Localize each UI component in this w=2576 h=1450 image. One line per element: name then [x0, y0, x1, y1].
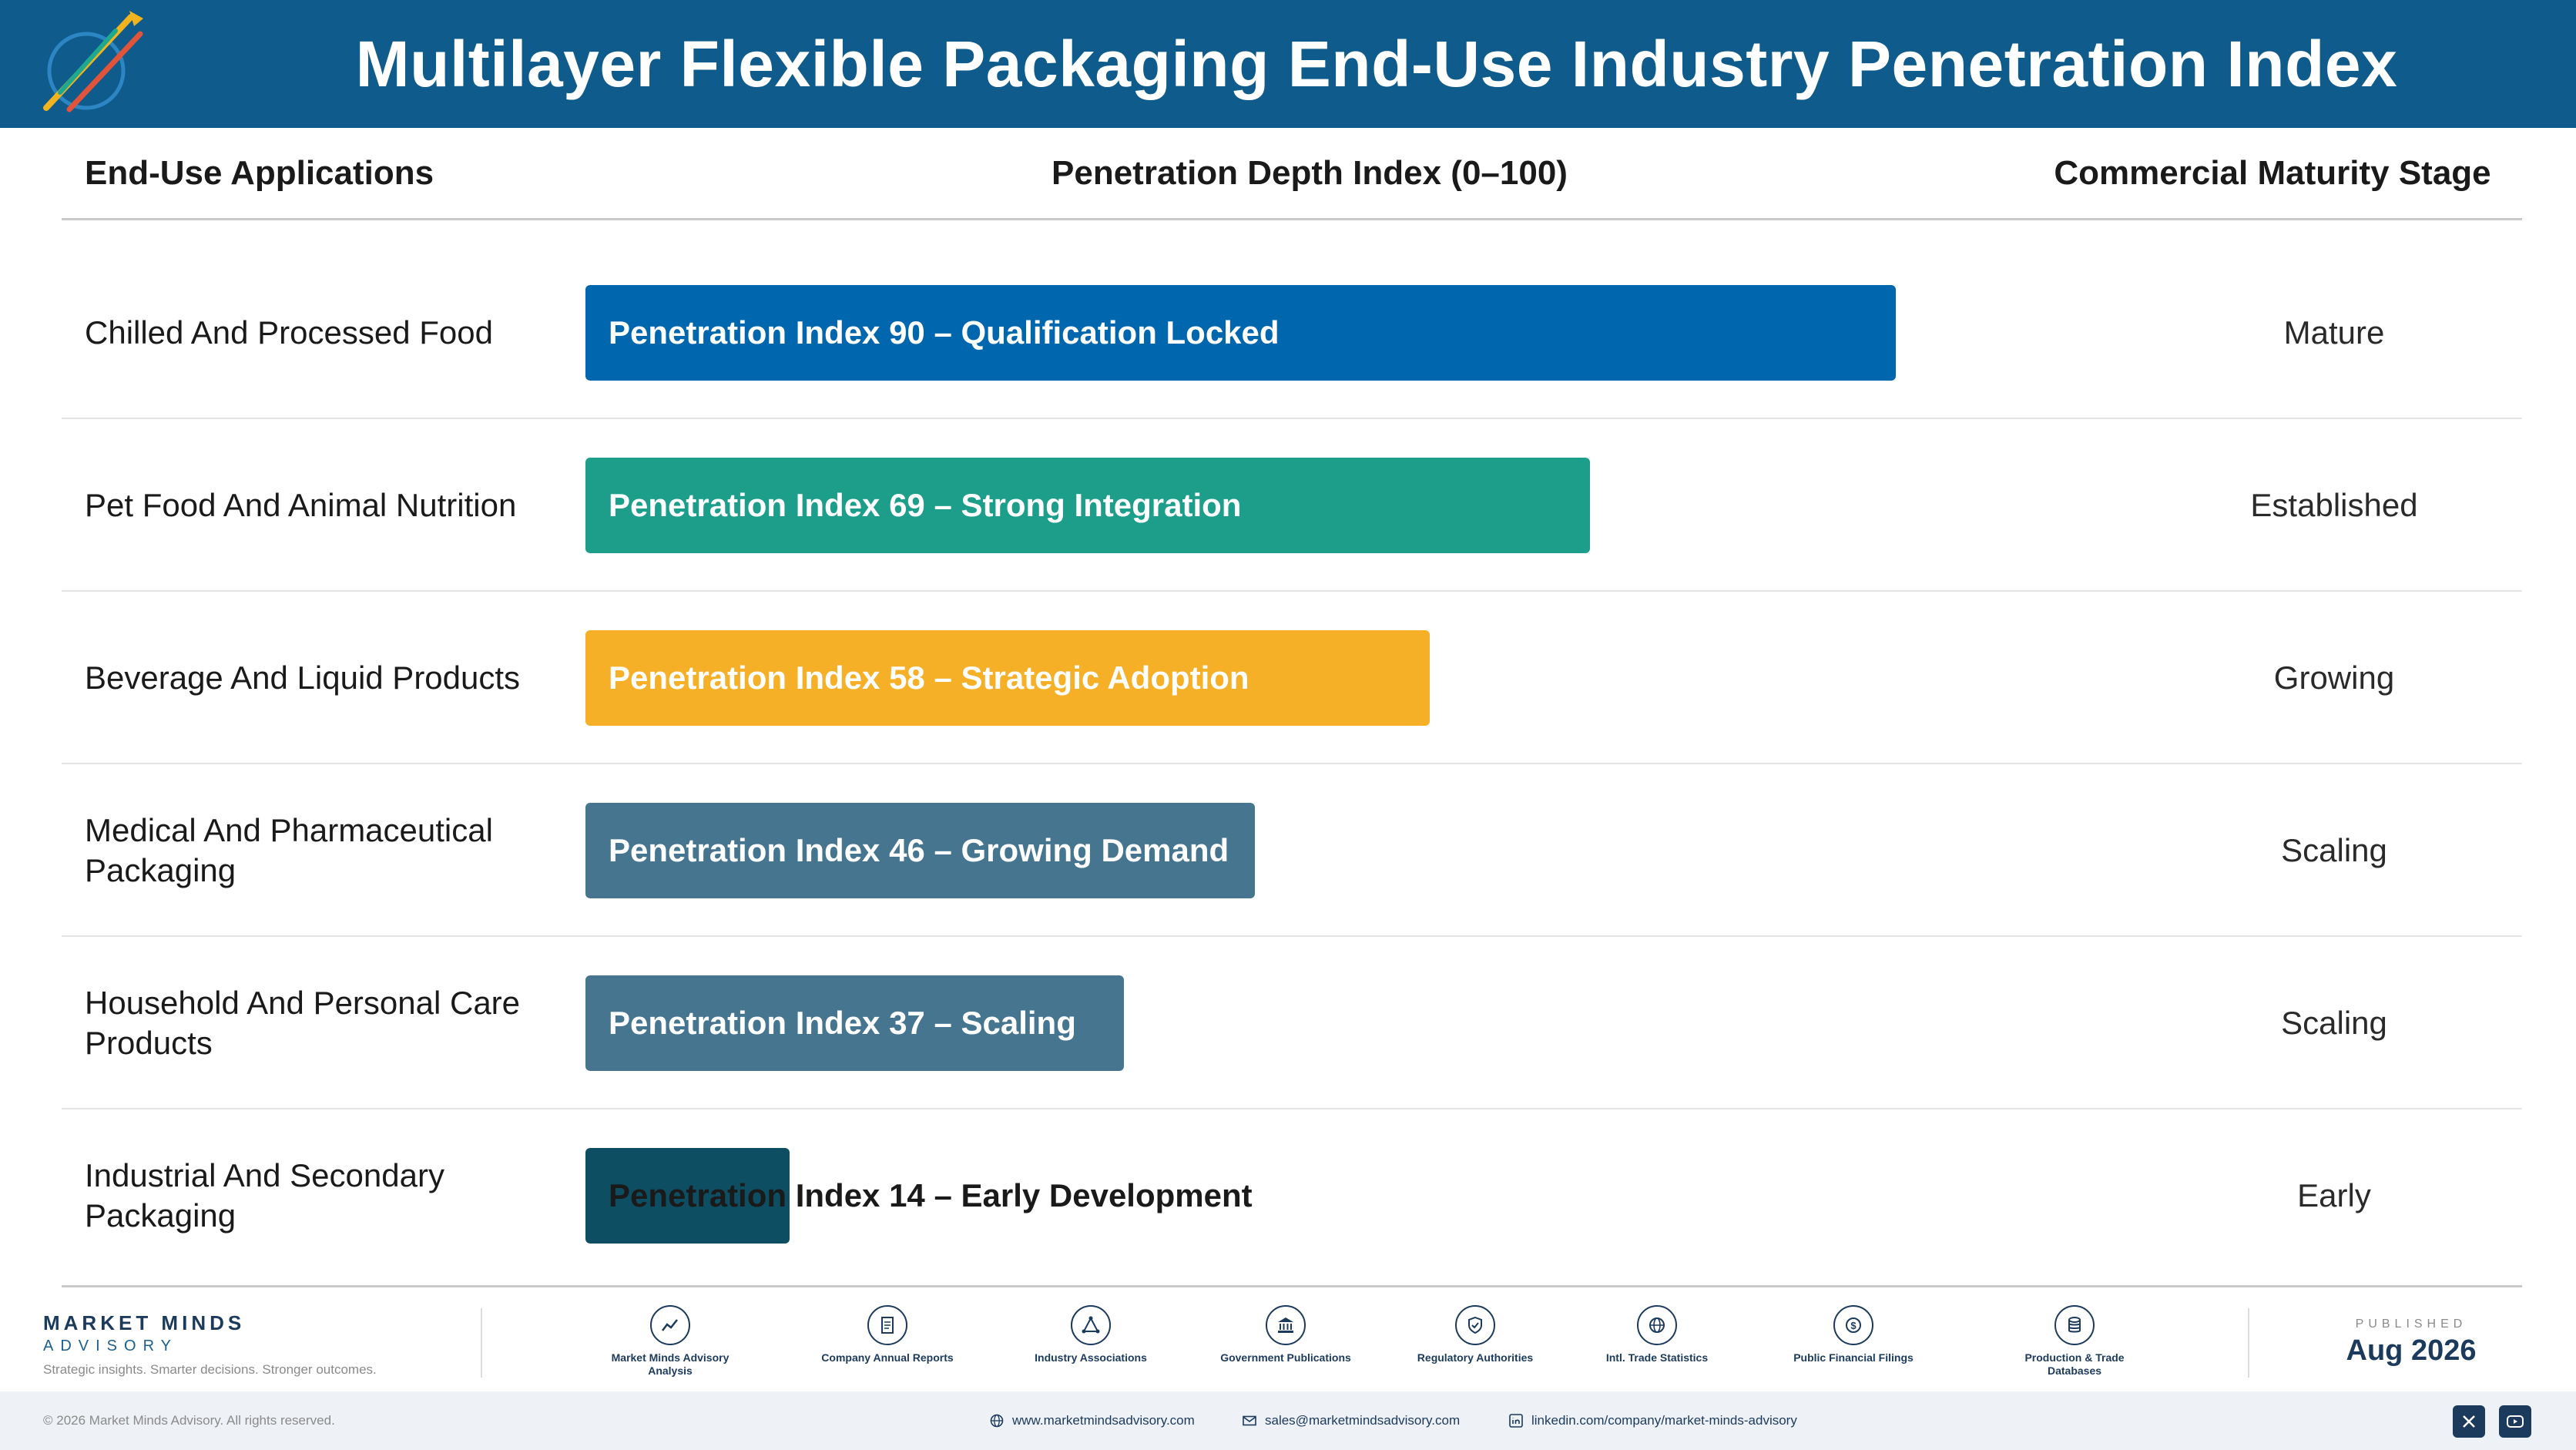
page-title: Multilayer Flexible Packaging End-Use In… [355, 28, 2398, 100]
source-label: Regulatory Authorities [1417, 1351, 1534, 1364]
penetration-bar [585, 458, 1591, 553]
source-databases: Production & Trade Databases [1997, 1305, 2152, 1378]
column-header-stage: Commercial Maturity Stage [2054, 154, 2491, 192]
source-regulatory: Regulatory Authorities [1398, 1305, 1552, 1364]
chart-row: Chilled And Processed Food Penetration In… [62, 247, 2522, 419]
linkedin-icon [1509, 1414, 1523, 1428]
header-divider [62, 218, 2522, 220]
globe-icon [1637, 1305, 1677, 1345]
chart-line-icon [650, 1305, 690, 1345]
source-trade-statistics: Intl. Trade Statistics [1580, 1305, 1734, 1364]
category-label: Pet Food And Animal Nutrition [85, 487, 517, 523]
source-annual-reports: Company Annual Reports [810, 1305, 964, 1364]
brand-tagline: Strategic insights. Smarter decisions. S… [43, 1362, 377, 1377]
x-icon [2463, 1415, 2475, 1428]
bar-label: Penetration Index 69 – Strong Integratio… [609, 487, 1242, 523]
logo-icon [43, 11, 143, 112]
website-text: www.marketmindsadvisory.com [1012, 1413, 1195, 1428]
bottom-bar: © 2026 Market Minds Advisory. All rights… [0, 1391, 2576, 1450]
source-government: Government Publications [1209, 1305, 1363, 1364]
source-label: Public Financial Filings [1793, 1351, 1914, 1364]
linkedin-text: linkedin.com/company/market-minds-adviso… [1531, 1413, 1797, 1428]
source-associations: Industry Associations [1014, 1305, 1168, 1364]
maturity-stage: Early [2297, 1177, 2371, 1213]
maturity-stage: Mature [2283, 314, 2385, 351]
source-financial-filings: $ Public Financial Filings [1776, 1305, 1930, 1364]
category-label: Medical And Pharmaceutical Packaging [85, 812, 493, 888]
brand-name: MARKET MINDS [43, 1311, 246, 1334]
maturity-stage: Growing [2273, 660, 2395, 696]
source-label: Production & Trade Databases [2024, 1351, 2125, 1377]
bar-label: Penetration Index 14 – Early Development [609, 1177, 1253, 1213]
youtube-icon [2507, 1415, 2524, 1428]
published-label: PUBLISHED [2355, 1317, 2467, 1331]
dollar-icon: $ [1833, 1305, 1873, 1345]
website-link[interactable]: www.marketmindsadvisory.com [989, 1391, 1195, 1450]
bar-label: Penetration Index 37 – Scaling [609, 1005, 1076, 1041]
source-label: Industry Associations [1035, 1351, 1147, 1364]
bar-label: Penetration Index 90 – Qualification Loc… [609, 314, 1280, 351]
category-label: Chilled And Processed Food [85, 314, 493, 351]
source-label: Government Publications [1220, 1351, 1351, 1364]
source-market-minds: Market Minds Advisory Analysis [593, 1305, 747, 1378]
chart-row: Industrial And Secondary Packaging Penetr… [62, 1109, 2522, 1282]
document-icon [867, 1305, 907, 1345]
svg-text:$: $ [1850, 1320, 1857, 1331]
mail-icon [1243, 1415, 1256, 1426]
chart-row: Beverage And Liquid Products Penetration … [62, 592, 2522, 764]
chart-row: Pet Food And Animal Nutrition Penetration… [62, 419, 2522, 592]
row-divider [62, 590, 2522, 592]
source-label: Market Minds Advisory Analysis [611, 1351, 730, 1377]
youtube-social-button[interactable] [2499, 1405, 2531, 1438]
source-label: Company Annual Reports [821, 1351, 954, 1364]
x-social-button[interactable] [2453, 1405, 2485, 1438]
penetration-bar [585, 1148, 790, 1244]
linkedin-link[interactable]: linkedin.com/company/market-minds-adviso… [1508, 1391, 1797, 1450]
chart-row: Medical And Pharmaceutical Packaging Pene… [62, 764, 2522, 937]
maturity-stage: Established [2250, 487, 2418, 523]
maturity-stage: Scaling [2281, 1005, 2387, 1041]
penetration-bar [585, 630, 1431, 726]
column-header-index: Penetration Depth Index (0–100) [1052, 154, 1568, 192]
category-label: Beverage And Liquid Products [85, 660, 521, 696]
published-date: Aug 2026 [2346, 1334, 2477, 1367]
source-label: Intl. Trade Statistics [1605, 1351, 1709, 1364]
globe-icon [990, 1414, 1004, 1428]
email-text: sales@marketmindsadvisory.com [1265, 1413, 1461, 1428]
category-label: Industrial And Secondary Packaging [85, 1157, 444, 1234]
row-divider [62, 418, 2522, 419]
penetration-bar [585, 975, 1125, 1071]
penetration-bar [585, 803, 1256, 898]
footer-divider [2248, 1308, 2249, 1378]
row-divider [62, 763, 2522, 764]
building-icon [1266, 1305, 1306, 1345]
chart-bottom-divider [62, 1285, 2522, 1287]
header-banner: Multilayer Flexible Packaging End-Use In… [0, 0, 2576, 128]
row-divider [62, 935, 2522, 937]
email-link[interactable]: sales@marketmindsadvisory.com [1242, 1391, 1460, 1450]
bar-label: Penetration Index 58 – Strategic Adoptio… [609, 660, 1249, 696]
database-icon [2054, 1305, 2095, 1345]
brand-subtitle: ADVISORY [43, 1338, 178, 1354]
chart-row: Household And Personal Care Products Pene… [62, 937, 2522, 1109]
network-icon [1071, 1305, 1111, 1345]
footer-divider [481, 1308, 482, 1378]
copyright-text: © 2026 Market Minds Advisory. All rights… [43, 1413, 335, 1428]
row-divider [62, 1108, 2522, 1109]
footer: MARKET MINDS ADVISORY Strategic insights… [0, 1294, 2576, 1387]
column-header-applications: End-Use Applications [85, 154, 434, 192]
category-label: Household And Personal Care Products [85, 985, 521, 1061]
maturity-stage: Scaling [2281, 832, 2387, 868]
bar-label: Penetration Index 46 – Growing Demand [609, 832, 1229, 868]
penetration-bar [585, 285, 1896, 381]
shield-icon [1455, 1305, 1495, 1345]
